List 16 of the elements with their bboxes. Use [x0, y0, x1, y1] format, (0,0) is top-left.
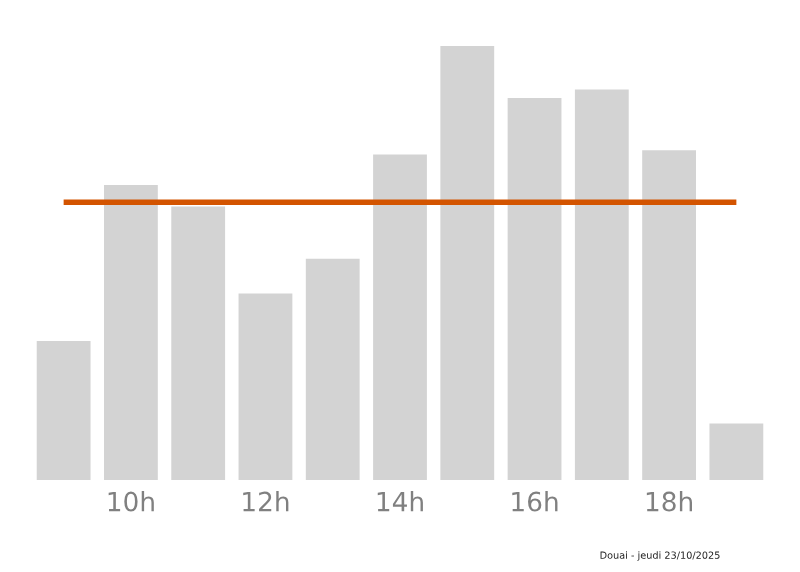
- bar: [642, 150, 696, 480]
- bar: [238, 293, 293, 480]
- bar: [373, 154, 427, 480]
- bar: [574, 89, 629, 480]
- x-tick-label: 14h: [377, 491, 423, 512]
- bar: [507, 98, 562, 480]
- bar: [104, 184, 158, 480]
- x-tick-label: 18h: [646, 491, 692, 512]
- x-tick-label: 12h: [243, 491, 289, 512]
- bar: [440, 46, 495, 480]
- x-tick-label: 10h: [108, 491, 154, 512]
- bar: [171, 206, 226, 480]
- x-tick-label: 16h: [512, 491, 558, 512]
- bar: [305, 258, 360, 480]
- bar: [36, 341, 91, 480]
- bar: [709, 423, 764, 480]
